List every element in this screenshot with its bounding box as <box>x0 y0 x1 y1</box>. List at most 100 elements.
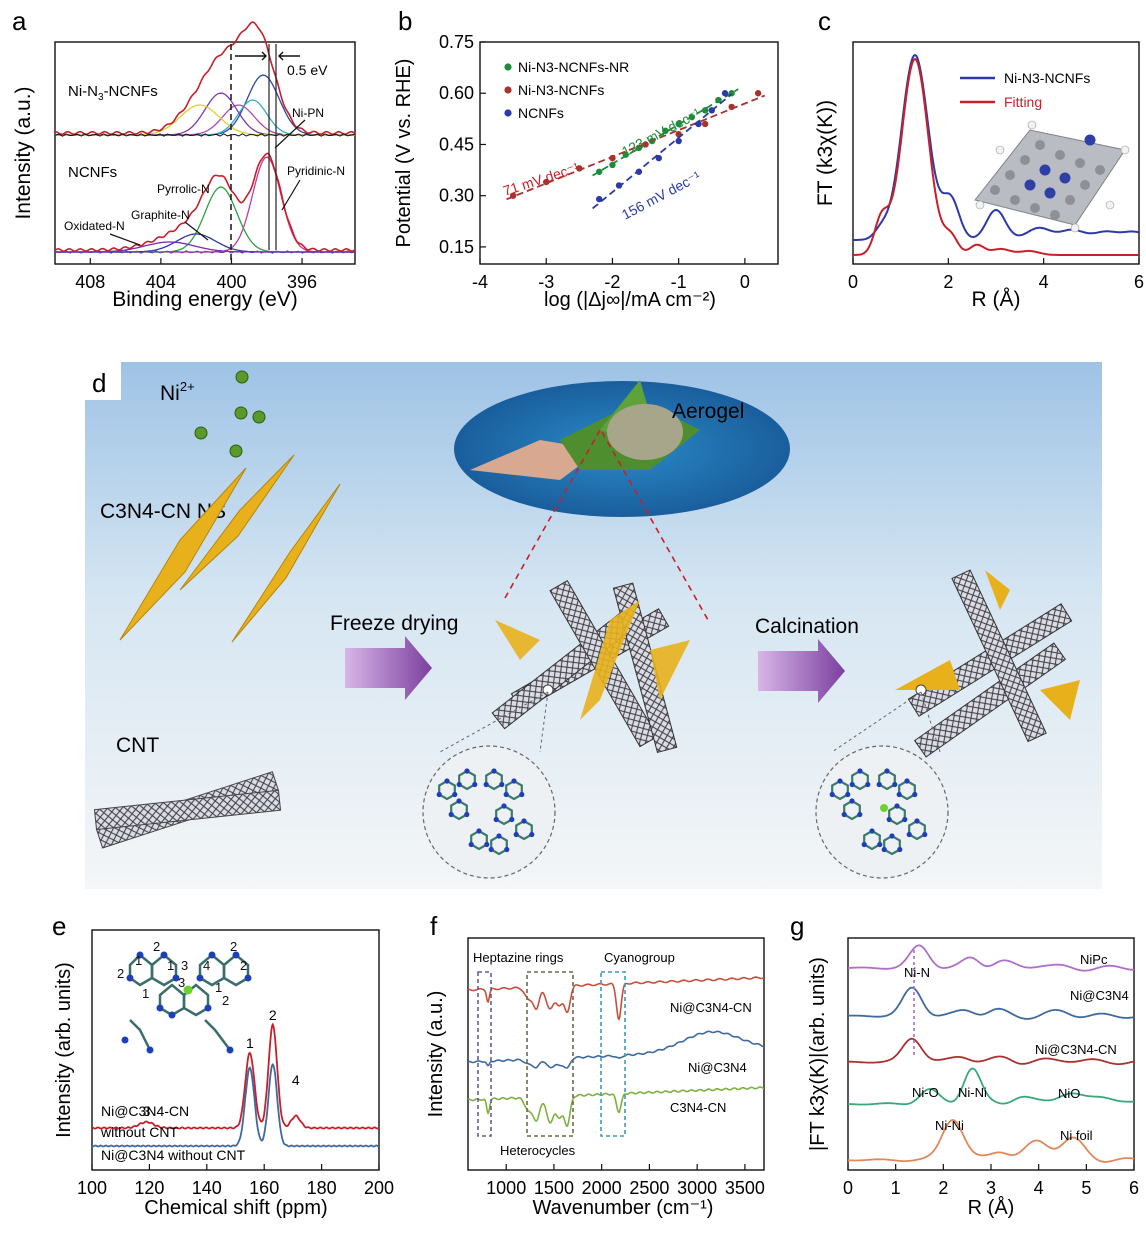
panel-d-molecule-atom <box>837 778 843 784</box>
panel-b-point <box>642 141 649 148</box>
panel-b-point <box>662 127 669 134</box>
panel-d-molecule-atom <box>496 833 502 839</box>
panel-b-x-tick-label: -2 <box>604 272 620 292</box>
panel-d-molecule-atom <box>448 811 454 818</box>
panel-g-nio-label: NiO <box>1058 1086 1080 1101</box>
panel-d-molecule-atom <box>829 791 835 798</box>
panel-g-tick-label: 5 <box>1081 1178 1091 1198</box>
panel-d-zoom-circle-2 <box>815 745 949 879</box>
panel-d-zoom-lines-2 <box>439 691 549 753</box>
panel-g-curve <box>848 1119 1135 1163</box>
panel-d-molecule-atom <box>491 768 497 774</box>
panel-b-point <box>721 90 729 97</box>
panel-d-molecule-atom <box>468 841 474 848</box>
panel-f: f 1000 1500 2000 2500 3000 3500 Wavenumber (c… <box>425 911 765 1219</box>
panel-g-curve <box>848 1037 1135 1065</box>
panel-d-letter: d <box>92 368 106 398</box>
panel-e-xlabel: Chemical shift (ppm) <box>144 1197 327 1219</box>
panel-f-series-2-label: Ni@C3N4 <box>688 1060 747 1075</box>
panel-a-graphite-label: Graphite-N <box>131 208 190 222</box>
panel-b-xlabel: log (|Δj∞|/mA cm⁻²) <box>544 289 716 311</box>
panel-d-ni-label: Ni2+ <box>160 379 195 405</box>
panel-d-molecule-atom <box>472 781 478 788</box>
panel-d-molecule-atom <box>892 781 898 788</box>
panel-d-cnt <box>93 771 282 849</box>
panel-d-molecule-ring <box>470 829 488 851</box>
panel-f-tick-label: 2500 <box>629 1178 669 1198</box>
panel-d-arrow-1 <box>345 636 432 700</box>
panel-d-c3n4-label: C3N4-CN NS <box>100 500 226 523</box>
panel-d-molecule-ring <box>485 769 503 791</box>
panel-c-curves <box>853 53 1140 256</box>
panel-b-y-tick-label: 0.15 <box>439 237 474 257</box>
panel-b-point <box>655 154 662 162</box>
svg-text:1: 1 <box>167 958 174 973</box>
panel-f-heterocycles-label: Heterocycles <box>500 1143 576 1158</box>
panel-b-point <box>701 120 709 128</box>
panel-d-molecule-atom <box>504 846 510 853</box>
panel-d-molecule-atom <box>493 816 499 823</box>
panel-d-molecule-atom <box>881 846 887 853</box>
panel-d-molecule-atom <box>886 816 892 823</box>
panel-d-molecule-atom <box>452 791 458 798</box>
panel-g-tick-label: 2 <box>938 1178 948 1198</box>
panel-d-molecule-ni <box>880 804 888 812</box>
panel-d-letter-box <box>85 362 121 400</box>
panel-g-nifoil-label: Ni foil <box>1060 1128 1093 1143</box>
panel-d-molecule-ring <box>450 799 468 821</box>
panel-d-molecule-atom <box>484 841 490 848</box>
panel-d-molecule-atom <box>436 791 442 798</box>
panel-e-x-ticks: 100 120 140 160 180 200 <box>77 1164 394 1198</box>
panel-d-molecule-ring <box>490 834 508 856</box>
panel-c-tick-label: 6 <box>1134 272 1144 292</box>
panel-d-zoom-lines <box>504 429 709 621</box>
panel-a-top-baseline <box>54 133 356 137</box>
panel-d-molecule-atom <box>877 841 883 848</box>
panel-d-molecule-ring <box>898 779 916 801</box>
panel-a-letter: a <box>12 6 27 36</box>
panel-e-curves <box>91 1022 380 1148</box>
panel-d-molecule-atom <box>464 811 470 818</box>
svg-text:1: 1 <box>142 986 149 1001</box>
panel-d-molecule-ring <box>883 834 901 856</box>
panel-b-slope-1: 71 mV dec⁻¹ <box>501 159 581 199</box>
panel-d-molecule-atom <box>894 803 900 809</box>
panel-e-ylabel: Intensity (arb. units) <box>53 962 75 1138</box>
panel-d-molecule-atom <box>849 781 855 788</box>
panel-a-nipn-pointer <box>274 119 306 149</box>
svg-text:3: 3 <box>181 958 188 973</box>
panel-b-letter: b <box>398 6 412 36</box>
panel-f-heptazine-label: Heptazine rings <box>473 950 564 965</box>
panel-f-tick-label: 1000 <box>486 1178 526 1198</box>
svg-text:4: 4 <box>203 958 210 973</box>
panel-d-molecule-ring <box>851 769 869 791</box>
panel-a-bottom-envelope <box>54 152 356 253</box>
panel-d-molecule-atom <box>922 831 928 838</box>
panel-d-molecule-atom <box>444 778 450 784</box>
panel-c-tick-label: 0 <box>848 272 858 292</box>
panel-e-series-1-sublabel: without CNT <box>100 1124 178 1140</box>
panel-d-molecule-atom <box>476 828 482 834</box>
panel-d-molecule-atom <box>488 846 494 853</box>
panel-d-molecule-atom <box>841 811 847 818</box>
panel-b-x-tick-label: -4 <box>472 272 488 292</box>
panel-g-nic3n4-label: Ni@C3N4 <box>1070 988 1129 1003</box>
panel-d-aerogel-label: Aerogel <box>672 400 744 423</box>
panel-a-pyridinic-label: Pyridinic-N <box>287 164 345 178</box>
panel-b-x-tick-label: -3 <box>538 272 554 292</box>
panel-e-tick-label: 160 <box>249 1178 279 1198</box>
panel-c-xlabel: R (Å) <box>972 288 1021 311</box>
panel-c-tick-label: 2 <box>943 272 953 292</box>
panel-g-ylabel: |FT k3χ(K)|(arb. units) <box>807 957 829 1151</box>
panel-d-molecule-1 <box>436 768 535 856</box>
panel-c-frame <box>852 41 1140 265</box>
panel-g-tick-label: 3 <box>986 1178 996 1198</box>
panel-d-zoom-lines-3 <box>831 691 941 753</box>
panel-d: d Ni2+ C3N4-CN NS CNT Freeze drying Calc… <box>85 362 1102 889</box>
panel-c-letter: c <box>818 6 831 36</box>
panel-g-ni-ni-label-1: Ni-Ni <box>958 1085 987 1100</box>
panel-f-curve-3 <box>467 1086 765 1128</box>
panel-b-fit-line <box>592 88 739 177</box>
panel-b-point <box>543 178 550 186</box>
panel-b: b -4 -3 -2 -1 0 0.15 0.30 0.45 0.60 0.75 log (|Δj… <box>393 6 779 311</box>
